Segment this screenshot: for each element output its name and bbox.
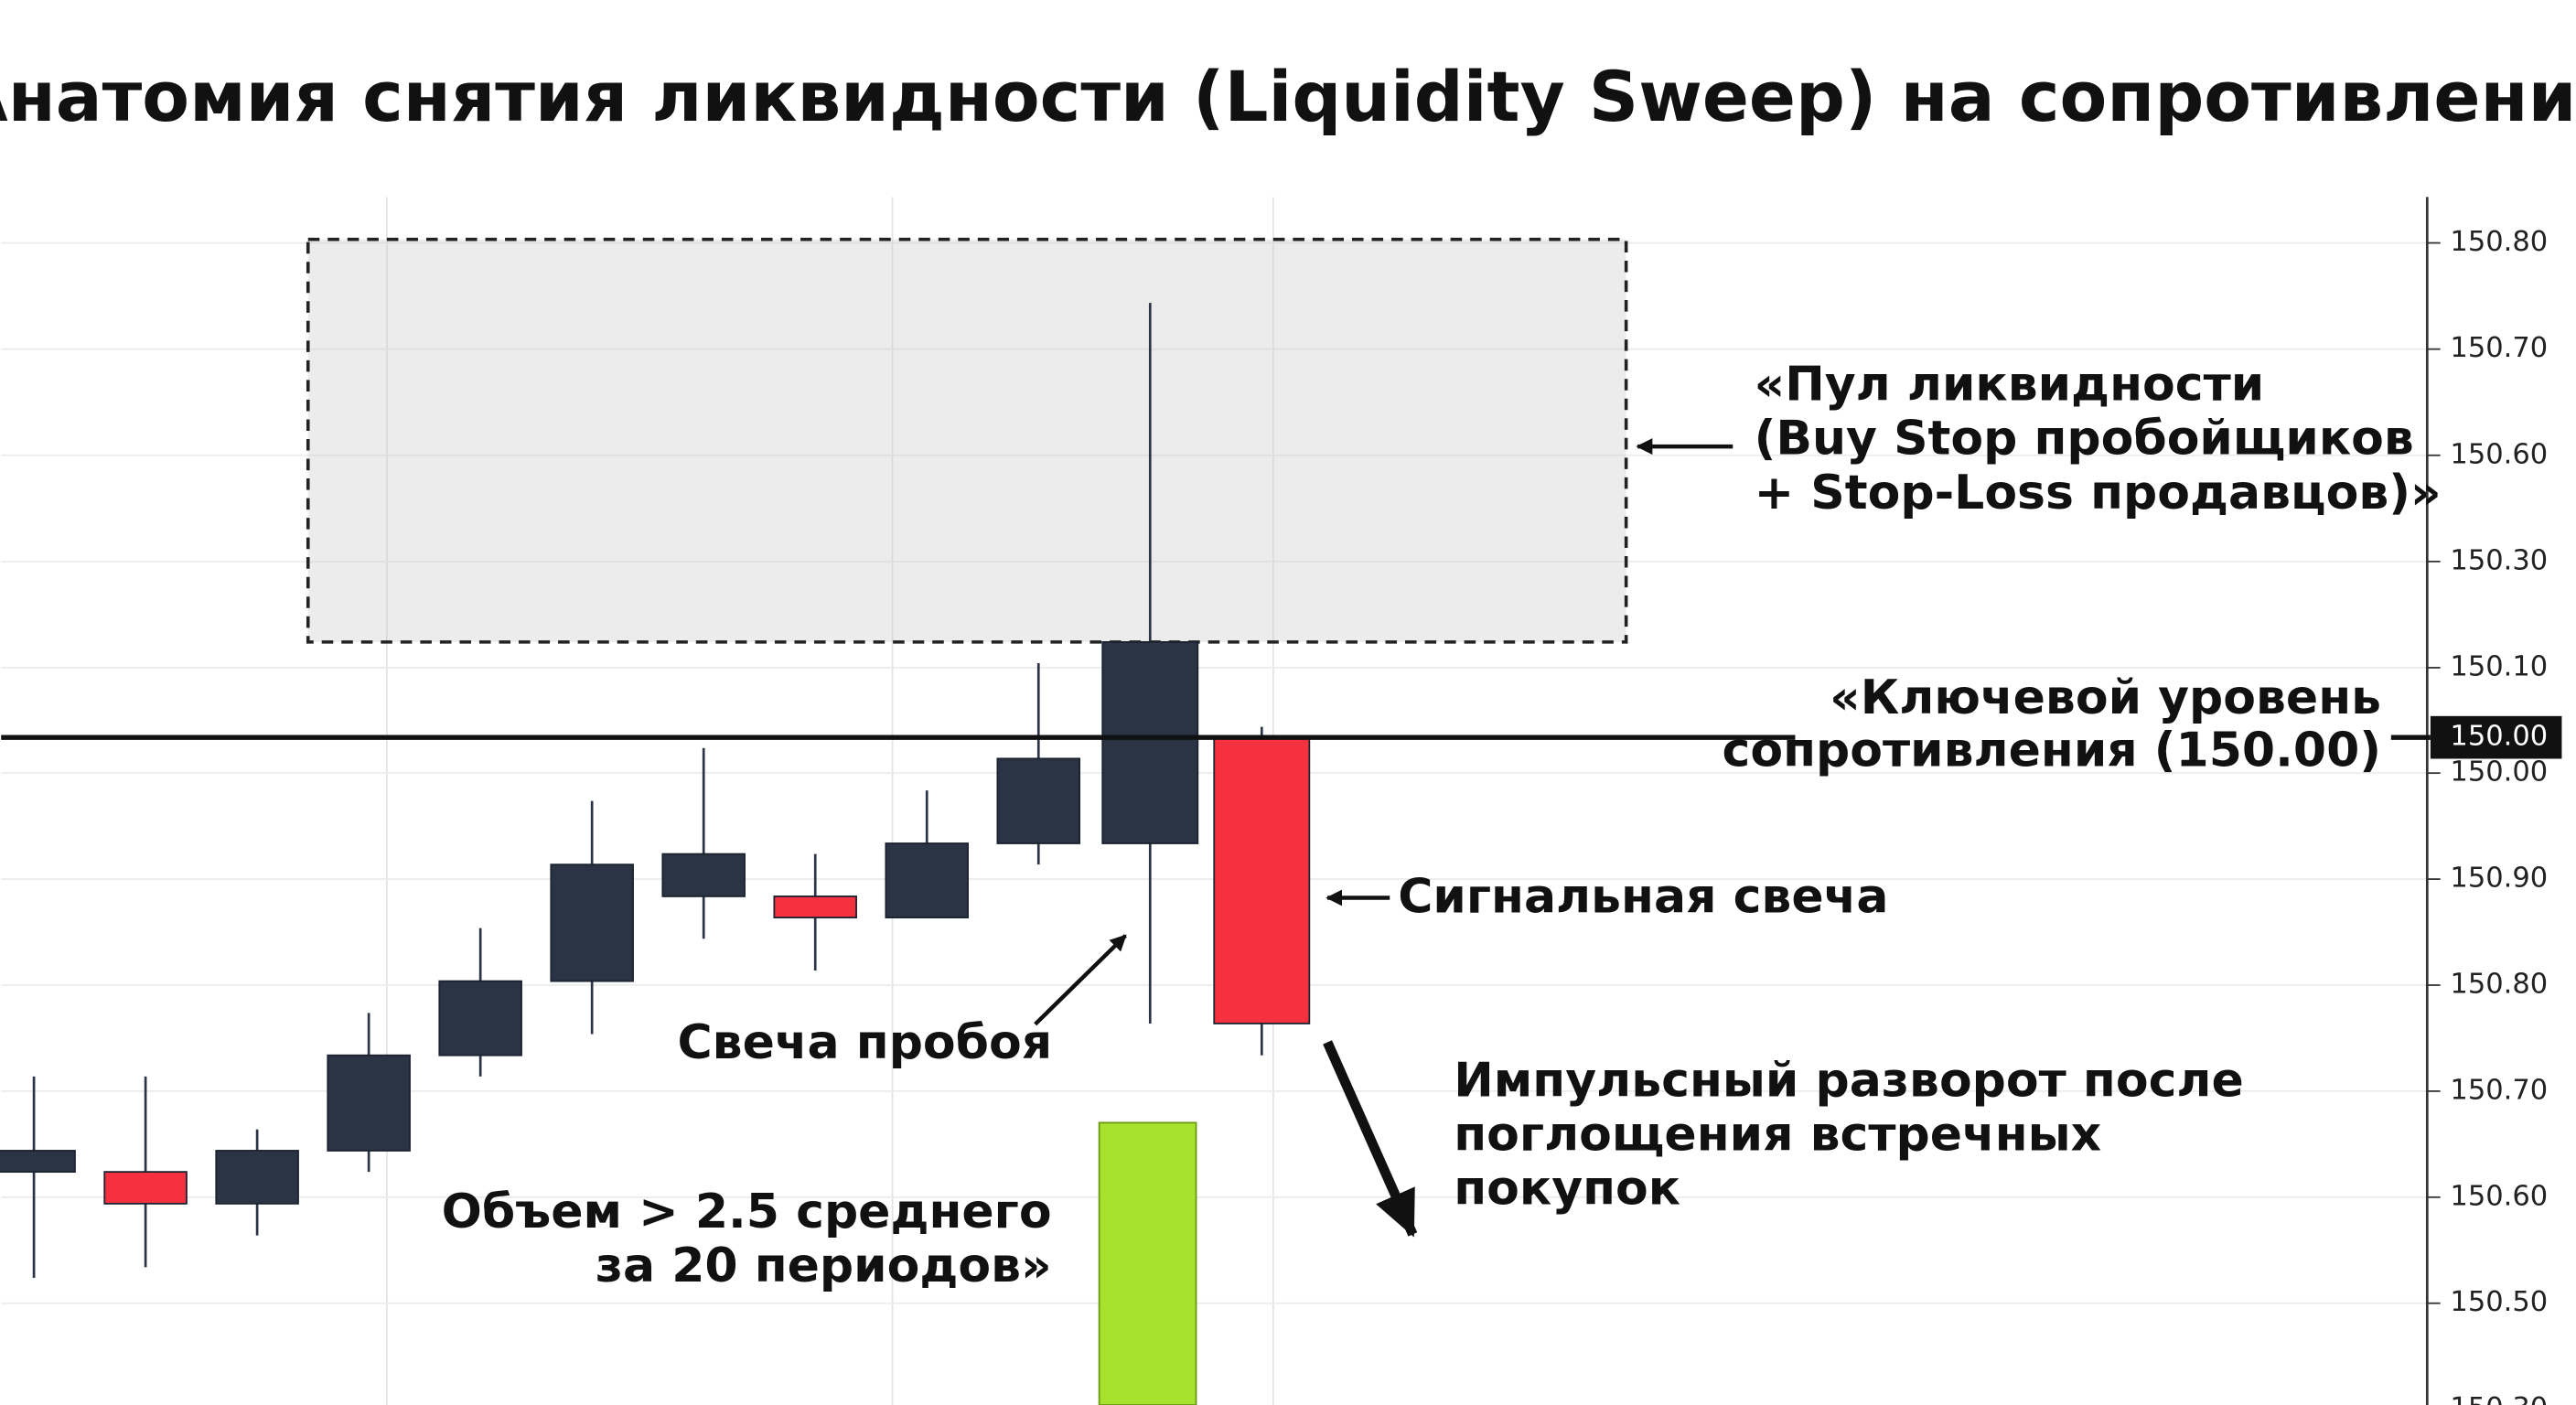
annotation: сопротивления (150.00): [1723, 724, 2382, 778]
y-tick-label: 150.00: [2450, 756, 2548, 788]
annotation: Объем > 2.5 среднего: [442, 1185, 1052, 1239]
arrow: [1323, 1040, 1418, 1238]
candle-body: [550, 863, 634, 982]
candle-body: [661, 853, 746, 897]
y-tick-label: 150.30: [2450, 544, 2548, 576]
annotation: «Ключевой уровень: [1830, 670, 2381, 725]
y-tick-label: 150.80: [2450, 226, 2548, 258]
y-tick-label: 150.90: [2450, 863, 2548, 895]
y-tick-label: 150.60: [2450, 438, 2548, 470]
candle-body: [215, 1150, 299, 1205]
y-tick-label: 150.70: [2450, 332, 2548, 364]
candle-body: [773, 896, 857, 918]
annotation: Импульсный разворот после: [1454, 1053, 2244, 1108]
annotation: + Stop-Loss продавцов)»: [1755, 466, 2442, 520]
annotation: (Buy Stop пробойщиков: [1755, 412, 2414, 467]
candle-body: [1213, 736, 1311, 1024]
y-tick-label: 150.70: [2450, 1074, 2548, 1106]
y-tick-label: 150.50: [2450, 1286, 2548, 1318]
candle-body: [327, 1054, 411, 1152]
y-tick-label: 150.10: [2450, 650, 2548, 682]
candle-body: [1101, 640, 1199, 844]
chart-title: Анатомия снятия ликвидности (Liquidity S…: [0, 57, 2576, 137]
candle-body: [103, 1171, 188, 1205]
annotation: Сигнальная свеча: [1398, 869, 1888, 924]
annotation: поглощения встречных: [1454, 1108, 2101, 1163]
candle-body: [438, 980, 522, 1056]
annotation: Свеча пробоя: [677, 1015, 1052, 1070]
arrow: [1034, 934, 1127, 1026]
annotation: покупок: [1454, 1162, 1680, 1217]
y-tick-label: 150.80: [2450, 968, 2548, 1000]
y-tick-label: 150.30: [2450, 1392, 2548, 1405]
volume-bar: [1098, 1121, 1197, 1405]
key-level-badge: [2430, 715, 2562, 759]
candle-body: [996, 757, 1081, 844]
y-tick-label: 150.60: [2450, 1180, 2548, 1212]
liquidity-zone: [306, 237, 1628, 644]
annotation: за 20 периодов»: [596, 1239, 1052, 1293]
candle-body: [885, 842, 969, 918]
annotation: «Пул ликвидности: [1755, 357, 2265, 412]
key-level-label: 150.00: [2450, 721, 2548, 753]
candle-body: [0, 1150, 76, 1174]
